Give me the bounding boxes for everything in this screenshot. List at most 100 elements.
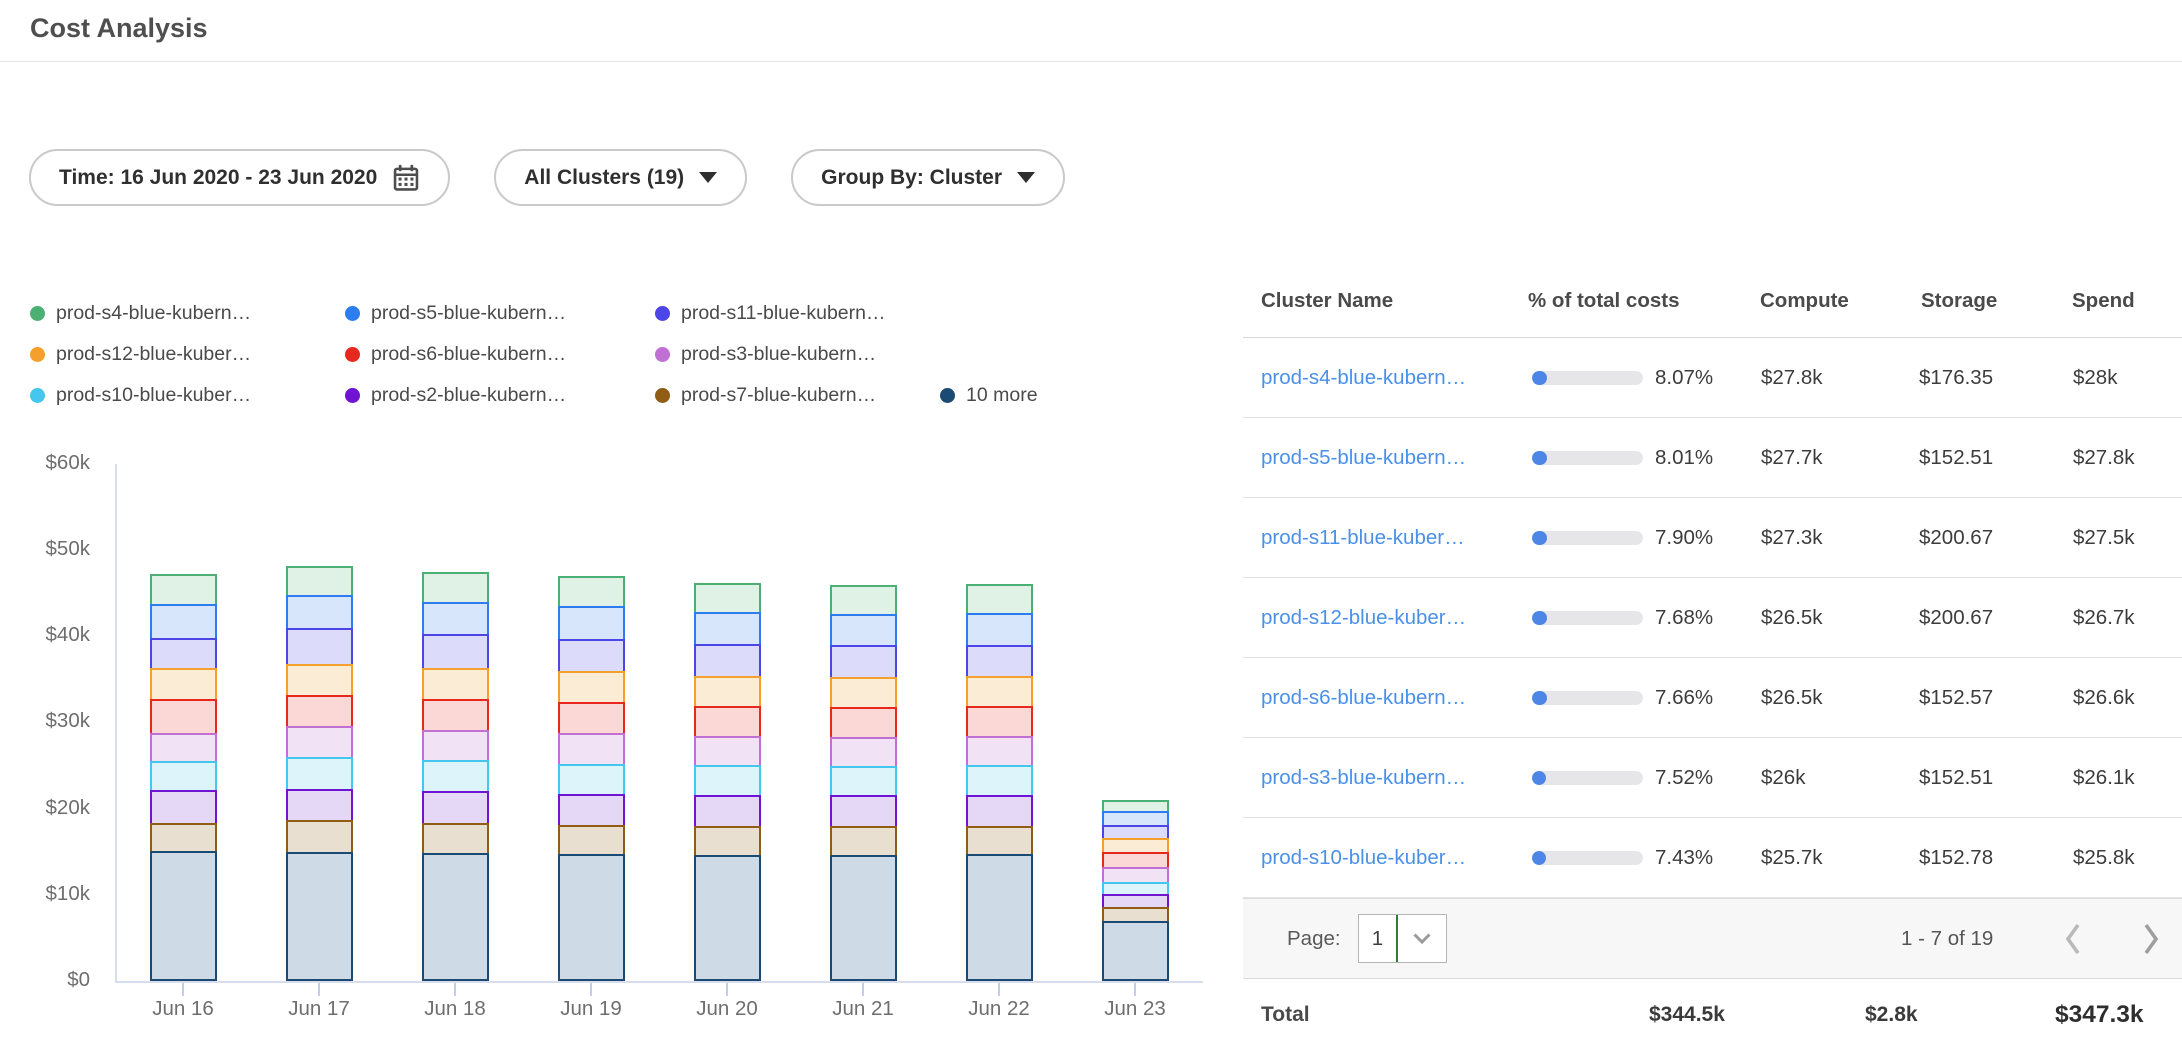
bar-segment[interactable] (966, 645, 1033, 678)
bar-segment[interactable] (422, 791, 489, 825)
stacked-bar-jun-16[interactable] (150, 574, 217, 981)
bar-segment[interactable] (830, 614, 897, 648)
bar-segment[interactable] (694, 855, 761, 981)
bar-segment[interactable] (150, 733, 217, 763)
x-axis-tick-label: Jun 17 (249, 997, 389, 1021)
stacked-bar-jun-18[interactable] (422, 572, 489, 981)
bar-segment[interactable] (830, 855, 897, 981)
bar-segment[interactable] (286, 757, 353, 791)
x-axis-tick (1134, 983, 1136, 996)
bar-segment[interactable] (150, 790, 217, 825)
storage-value: $200.67 (1919, 606, 1993, 630)
bar-segment[interactable] (150, 851, 217, 981)
bar-segment[interactable] (286, 695, 353, 727)
bar-segment[interactable] (966, 826, 1033, 856)
bar-segment[interactable] (422, 699, 489, 732)
bar-segment[interactable] (830, 737, 897, 768)
compute-value: $26.5k (1761, 686, 1823, 710)
bar-segment[interactable] (558, 794, 625, 827)
bar-segment[interactable] (286, 726, 353, 760)
cluster-name-link[interactable]: prod-s10-blue-kuber… (1261, 846, 1466, 870)
bar-segment[interactable] (422, 634, 489, 670)
cluster-name-link[interactable]: prod-s11-blue-kuber… (1261, 526, 1465, 550)
bar-segment[interactable] (830, 585, 897, 616)
stacked-bar-jun-20[interactable] (694, 583, 761, 981)
bar-segment[interactable] (966, 676, 1033, 708)
bar-segment[interactable] (286, 595, 353, 630)
bar-segment[interactable] (694, 795, 761, 827)
stacked-bar-jun-19[interactable] (558, 576, 625, 981)
bar-segment[interactable] (286, 820, 353, 854)
bar-segment[interactable] (150, 638, 217, 670)
bar-segment[interactable] (558, 606, 625, 641)
bar-segment[interactable] (150, 668, 217, 701)
bar-segment[interactable] (694, 644, 761, 678)
bar-segment[interactable] (966, 736, 1033, 767)
table-body: prod-s4-blue-kubern…8.07%$27.8k$176.35$2… (1243, 338, 2182, 898)
bar-segment[interactable] (558, 702, 625, 735)
bar-segment[interactable] (558, 639, 625, 674)
bar-segment[interactable] (694, 826, 761, 857)
bar-segment[interactable] (830, 677, 897, 709)
bar-segment[interactable] (558, 671, 625, 704)
bar-segment[interactable] (830, 766, 897, 797)
bar-segment[interactable] (830, 795, 897, 828)
bar-segment[interactable] (286, 628, 353, 665)
table-row: prod-s12-blue-kuber…7.68%$26.5k$200.67$2… (1243, 578, 2182, 658)
bar-segment[interactable] (966, 613, 1033, 647)
stacked-bar-jun-21[interactable] (830, 585, 897, 981)
bar-segment[interactable] (830, 826, 897, 856)
bar-segment[interactable] (422, 760, 489, 793)
compute-value: $26k (1761, 766, 1805, 790)
cluster-name-link[interactable]: prod-s12-blue-kuber… (1261, 606, 1466, 630)
bar-segment[interactable] (150, 823, 217, 853)
bar-segment[interactable] (150, 574, 217, 606)
x-axis-tick (590, 983, 592, 996)
bar-segment[interactable] (422, 853, 489, 981)
bar-segment[interactable] (422, 602, 489, 637)
bar-segment[interactable] (286, 566, 353, 598)
stacked-bar-jun-22[interactable] (966, 584, 1033, 981)
bar-segment[interactable] (694, 765, 761, 797)
bar-segment[interactable] (830, 707, 897, 739)
bar-segment[interactable] (150, 699, 217, 735)
bar-segment[interactable] (558, 825, 625, 856)
stacked-bar-jun-17[interactable] (286, 566, 353, 981)
bar-segment[interactable] (422, 668, 489, 701)
bar-segment[interactable] (422, 823, 489, 855)
bar-segment[interactable] (286, 664, 353, 698)
bar-segment[interactable] (286, 852, 353, 981)
bar-segment[interactable] (558, 854, 625, 981)
cluster-name-link[interactable]: prod-s6-blue-kubern… (1261, 686, 1466, 710)
bar-segment[interactable] (150, 761, 217, 792)
cluster-name-link[interactable]: prod-s4-blue-kubern… (1261, 366, 1466, 390)
cluster-name-link[interactable]: prod-s3-blue-kubern… (1261, 766, 1466, 790)
pagination-bar: Page: 1 1 - 7 of 19 (1243, 898, 2182, 979)
bar-segment[interactable] (966, 765, 1033, 796)
bar-segment[interactable] (694, 583, 761, 614)
prev-page-button[interactable] (2061, 921, 2085, 957)
bar-segment[interactable] (422, 572, 489, 604)
bar-segment[interactable] (966, 706, 1033, 738)
page-select[interactable]: 1 (1358, 914, 1447, 963)
bar-segment[interactable] (150, 604, 217, 640)
bar-segment[interactable] (694, 706, 761, 738)
bar-segment[interactable] (830, 645, 897, 678)
stacked-bar-jun-23[interactable] (1102, 800, 1169, 981)
bar-segment[interactable] (1102, 921, 1169, 981)
compute-value: $27.3k (1761, 526, 1823, 550)
bar-segment[interactable] (966, 854, 1033, 981)
bar-segment[interactable] (286, 789, 353, 822)
bar-segment[interactable] (558, 576, 625, 608)
next-page-button[interactable] (2139, 921, 2163, 957)
bar-segment[interactable] (558, 764, 625, 796)
bar-segment[interactable] (966, 795, 1033, 828)
bar-segment[interactable] (694, 676, 761, 708)
bar-segment[interactable] (966, 584, 1033, 615)
bar-segment[interactable] (694, 612, 761, 646)
cluster-name-link[interactable]: prod-s5-blue-kubern… (1261, 446, 1466, 470)
bar-segment[interactable] (558, 733, 625, 765)
bar-segment[interactable] (694, 736, 761, 767)
bar-segment[interactable] (422, 730, 489, 762)
pct-value: 7.68% (1655, 606, 1713, 630)
